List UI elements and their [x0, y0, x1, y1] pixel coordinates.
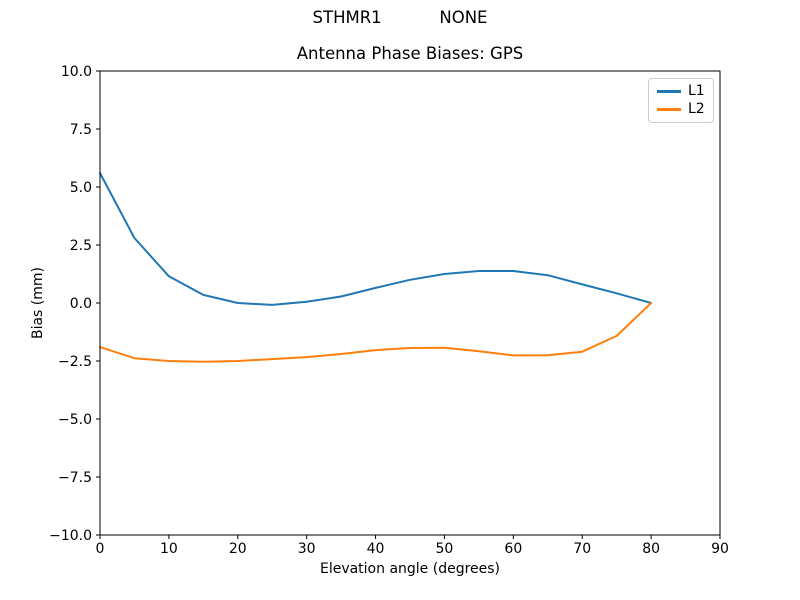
x-tick-label: 30	[298, 541, 316, 557]
y-tick-label: −2.5	[58, 354, 92, 370]
axes-title: Antenna Phase Biases: GPS	[296, 44, 524, 63]
figure-suptitle: STHMR1 NONE	[312, 8, 488, 27]
l1-line	[99, 172, 653, 306]
l2-line	[99, 302, 653, 363]
legend-item-l2: L2	[657, 101, 705, 117]
y-tick-label: −10.0	[49, 528, 92, 544]
x-tick-label: 60	[504, 541, 522, 557]
x-tick-label: 40	[367, 541, 385, 557]
legend-item-l1: L1	[657, 82, 705, 99]
y-tick-label: 2.5	[70, 238, 92, 254]
x-tick-label: 90	[711, 541, 729, 557]
legend: L1 L2	[648, 78, 714, 123]
l1-line-swatch	[657, 90, 681, 93]
x-axis-label: Elevation angle (degrees)	[319, 561, 501, 577]
y-tick-label: −5.0	[58, 412, 92, 428]
x-tick-label: 50	[436, 541, 454, 557]
y-tick-label: 10.0	[61, 64, 92, 80]
y-axis-label: Bias (mm)	[30, 266, 46, 340]
legend-label-l2: L2	[688, 101, 705, 117]
y-tick-label: 5.0	[70, 180, 92, 196]
axes-border	[99, 70, 721, 536]
x-tick-label: 0	[96, 541, 105, 557]
y-tick-label: −7.5	[58, 470, 92, 486]
l2-line-swatch	[657, 108, 681, 111]
x-tick-label: 80	[642, 541, 660, 557]
y-tick-label: 0.0	[70, 296, 92, 312]
legend-label-l1: L1	[688, 82, 705, 99]
y-tick-label: 7.5	[70, 122, 92, 138]
x-tick-label: 70	[573, 541, 591, 557]
x-tick-label: 10	[160, 541, 178, 557]
x-tick-label: 20	[229, 541, 247, 557]
